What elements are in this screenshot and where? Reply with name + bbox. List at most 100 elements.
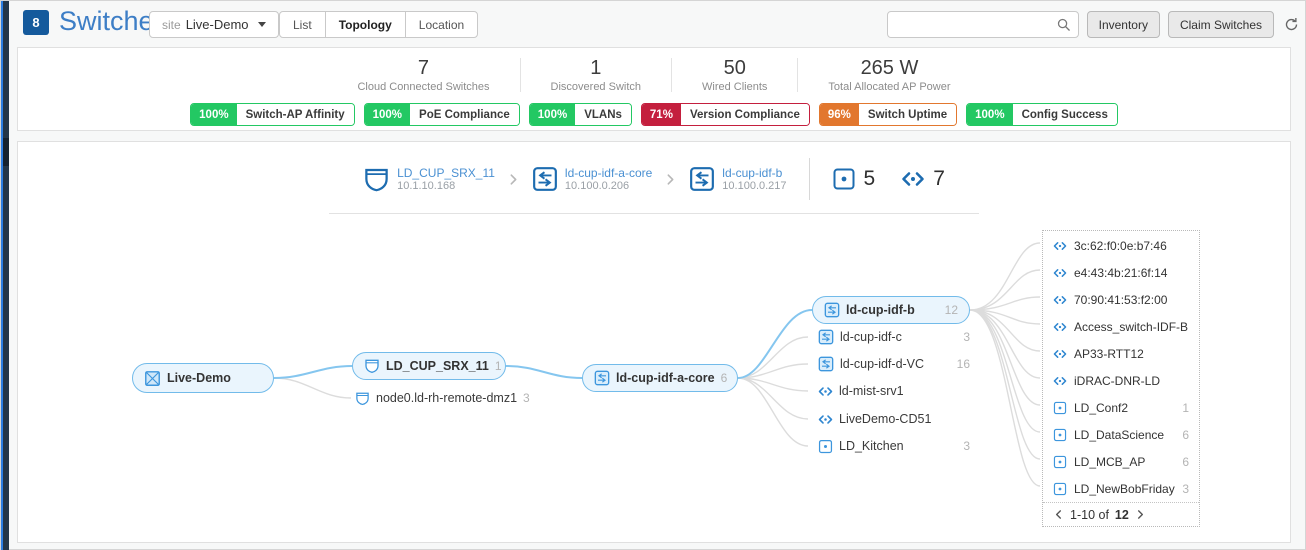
page-next-button[interactable] xyxy=(1135,509,1146,520)
header-actions: Inventory Claim Switches xyxy=(886,11,1299,38)
inventory-button[interactable]: Inventory xyxy=(1086,11,1160,38)
switch-node-ld-cup-idf-d-vc[interactable]: ld-cup-idf-d-VC 16 xyxy=(818,354,970,374)
ap-icon xyxy=(818,439,833,454)
badge-poe-compliance[interactable]: 100% PoE Compliance xyxy=(363,103,520,126)
divider xyxy=(808,158,810,200)
stat-cloud-connected: 7 Cloud Connected Switches xyxy=(327,57,519,93)
node-name: LD_CUP_SRX_11 xyxy=(386,359,489,373)
divider xyxy=(671,58,673,92)
badge-switch-ap-affinity[interactable]: 100% Switch-AP Affinity xyxy=(190,103,355,126)
breadcrumb-item-access-switch[interactable]: ld-cup-idf-b 10.100.0.217 xyxy=(689,165,787,193)
badge-label: Switch Uptime xyxy=(858,104,957,125)
device-name: AP33-RTT12 xyxy=(1074,346,1144,361)
gateway-icon xyxy=(355,391,370,406)
panel-item[interactable]: 3c:62:f0:0e:b7:46 xyxy=(1043,232,1199,259)
tab-location[interactable]: Location xyxy=(404,11,479,38)
panel-item[interactable]: Access_switch-IDF-B xyxy=(1043,313,1199,340)
panel-item[interactable]: 70:90:41:53:f2:00 xyxy=(1043,286,1199,313)
node-count: 12 xyxy=(944,303,958,317)
device-name: LD_MCB_AP xyxy=(1074,454,1146,469)
badge-percent: 71% xyxy=(641,104,681,125)
collapsed-nav-strip[interactable] xyxy=(1,1,9,550)
client-node-ld-mist-srv1[interactable]: ld-mist-srv1 xyxy=(818,381,970,401)
ap-icon xyxy=(1053,428,1067,442)
breadcrumb-item-core-switch[interactable]: ld-cup-idf-a-core 10.100.0.206 xyxy=(532,166,652,193)
topology-links xyxy=(273,242,1041,487)
stat-wired-clients: 50 Wired Clients xyxy=(672,57,797,93)
badge-percent: 100% xyxy=(191,104,237,125)
badge-label: Switch-AP Affinity xyxy=(236,104,354,125)
badge-percent: 100% xyxy=(967,104,1013,125)
refresh-icon xyxy=(1284,17,1299,32)
search-input[interactable] xyxy=(893,12,1054,37)
nav-accent-bar xyxy=(1,1,3,550)
breadcrumb-ip: 10.1.10.168 xyxy=(397,179,456,192)
panel-item[interactable]: LD_Conf2 1 xyxy=(1043,394,1199,421)
tab-topology[interactable]: Topology xyxy=(324,11,406,38)
panel-item[interactable]: LD_MCB_AP 6 xyxy=(1043,448,1199,475)
site-node-live-demo[interactable]: Live-Demo xyxy=(132,363,274,393)
gateway-icon xyxy=(364,358,380,374)
stat-value: 265 W xyxy=(860,57,919,79)
device-name: 3c:62:f0:0e:b7:46 xyxy=(1074,238,1167,253)
claim-switches-button[interactable]: Claim Switches xyxy=(1167,11,1274,38)
site-icon xyxy=(144,370,161,387)
device-count: 3 xyxy=(1182,481,1189,496)
switch-icon xyxy=(818,329,834,345)
device-count: 6 xyxy=(1182,454,1189,469)
compliance-badges-row: 100% Switch-AP Affinity 100% PoE Complia… xyxy=(18,103,1290,126)
site-selector[interactable]: site Live-Demo xyxy=(149,11,279,38)
panel-item[interactable]: iDRAC-DNR-LD xyxy=(1043,367,1199,394)
chevron-down-icon xyxy=(257,22,266,27)
topology-breadcrumb-wrap: LD_CUP_SRX_11 10.1.10.168 ld-cup-idf-a-c… xyxy=(18,158,1290,214)
badge-version-compliance[interactable]: 71% Version Compliance xyxy=(640,103,810,126)
client-node-livedemo-cd51[interactable]: LiveDemo-CD51 xyxy=(818,409,970,429)
badge-label: Version Compliance xyxy=(680,104,809,125)
topology-card: LD_CUP_SRX_11 10.1.10.168 ld-cup-idf-a-c… xyxy=(17,141,1291,543)
nav-active-notch xyxy=(3,138,9,166)
switch-icon xyxy=(824,302,840,318)
wired-client-icon xyxy=(1053,347,1067,361)
breadcrumb-item-gateway[interactable]: LD_CUP_SRX_11 10.1.10.168 xyxy=(363,166,495,193)
breadcrumb-name: ld-cup-idf-b xyxy=(722,165,783,180)
breadcrumb-name: ld-cup-idf-a-core xyxy=(564,165,653,180)
page-prev-button[interactable] xyxy=(1053,509,1064,520)
device-name: Access_switch-IDF-B xyxy=(1074,319,1189,334)
node-count: 3 xyxy=(523,391,530,405)
badge-label: VLANs xyxy=(575,104,631,125)
panel-item[interactable]: LD_DataScience 6 xyxy=(1043,421,1199,448)
switch-node-ld-cup-idf-a-core[interactable]: ld-cup-idf-a-core 6 xyxy=(582,364,738,392)
device-name: 70:90:41:53:f2:00 xyxy=(1074,292,1168,307)
badge-label: Config Success xyxy=(1012,104,1117,125)
badge-label: PoE Compliance xyxy=(410,104,519,125)
connected-devices-panel: 3c:62:f0:0e:b7:46 e4:43:4b:21:6f:14 70:9… xyxy=(1042,230,1200,527)
ap-node-ld-kitchen[interactable]: LD_Kitchen 3 xyxy=(818,436,970,456)
device-name: e4:43:4b:21:6f:14 xyxy=(1074,265,1168,280)
panel-item[interactable]: LD_NewBobFriday 3 xyxy=(1043,475,1199,502)
search-icon xyxy=(1056,17,1071,32)
wired-client-count: 7 xyxy=(901,167,945,191)
badge-config-success[interactable]: 100% Config Success xyxy=(966,103,1118,126)
badge-switch-uptime[interactable]: 96% Switch Uptime xyxy=(818,103,958,126)
tab-list[interactable]: List xyxy=(279,11,326,38)
node-name: Live-Demo xyxy=(167,371,231,385)
wired-client-icon xyxy=(818,384,833,399)
stat-ap-power: 265 W Total Allocated AP Power xyxy=(798,57,980,93)
badge-percent: 96% xyxy=(819,104,859,125)
switch-count-badge: 8 xyxy=(23,10,49,35)
gateway-node-node0[interactable]: node0.ld-rh-remote-dmz1 3 xyxy=(355,388,530,408)
pagination-range: 1-10 of xyxy=(1070,507,1109,522)
gateway-node-ld-cup-srx-11[interactable]: LD_CUP_SRX_11 1 xyxy=(352,352,506,380)
divider xyxy=(797,58,799,92)
switch-node-ld-cup-idf-b[interactable]: ld-cup-idf-b 12 xyxy=(812,296,970,324)
switch-node-ld-cup-idf-c[interactable]: ld-cup-idf-c 3 xyxy=(818,327,970,347)
panel-item[interactable]: AP33-RTT12 xyxy=(1043,340,1199,367)
site-label: site xyxy=(162,17,181,32)
badge-vlans[interactable]: 100% VLANs xyxy=(528,103,632,126)
stat-value: 7 xyxy=(417,57,430,79)
refresh-button[interactable] xyxy=(1284,17,1299,32)
wired-client-icon xyxy=(1053,239,1067,253)
view-tabs: List Topology Location xyxy=(279,11,479,38)
search-box xyxy=(886,11,1079,38)
panel-item[interactable]: e4:43:4b:21:6f:14 xyxy=(1043,259,1199,286)
